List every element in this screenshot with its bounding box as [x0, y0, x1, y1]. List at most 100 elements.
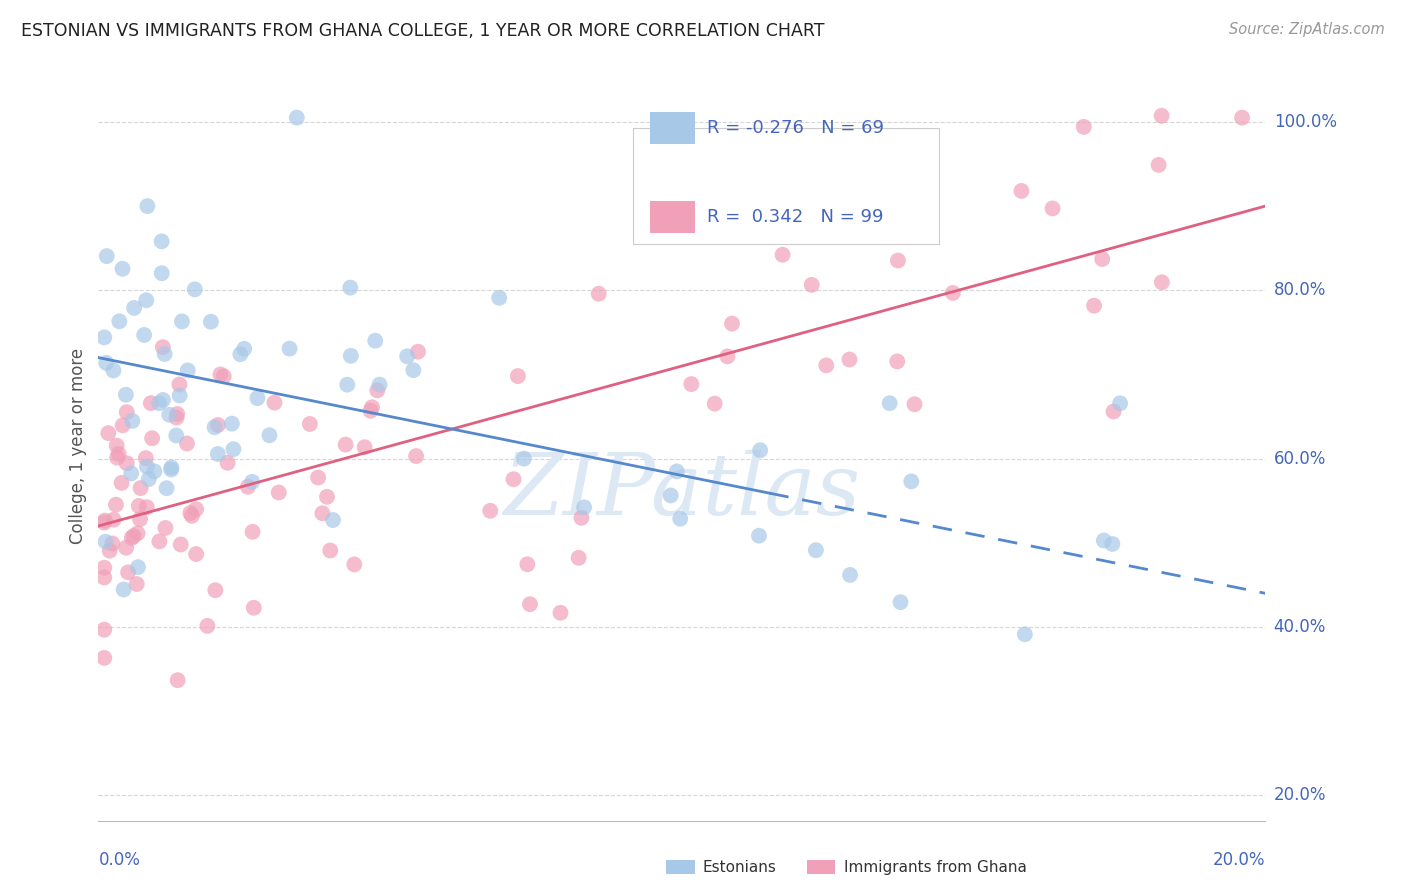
- Point: [340, 349, 363, 363]
- Text: 20.0%: 20.0%: [1213, 851, 1265, 869]
- Point: [568, 550, 591, 565]
- Point: [900, 475, 922, 489]
- Point: [204, 583, 226, 598]
- Point: [122, 301, 145, 315]
- Text: ESTONIAN VS IMMIGRANTS FROM GHANA COLLEGE, 1 YEAR OR MORE CORRELATION CHART: ESTONIAN VS IMMIGRANTS FROM GHANA COLLEG…: [21, 22, 824, 40]
- Point: [366, 384, 388, 398]
- Point: [127, 560, 149, 574]
- Point: [177, 363, 200, 377]
- Point: [665, 464, 688, 478]
- Point: [94, 534, 117, 549]
- Point: [121, 531, 143, 545]
- Point: [519, 597, 541, 611]
- Point: [115, 388, 138, 402]
- Point: [804, 543, 827, 558]
- Point: [135, 500, 157, 515]
- Text: 100.0%: 100.0%: [1274, 113, 1337, 131]
- Point: [1147, 158, 1170, 172]
- Point: [800, 277, 823, 292]
- Point: [285, 111, 308, 125]
- Point: [184, 282, 207, 296]
- Point: [1101, 537, 1123, 551]
- Point: [160, 460, 183, 475]
- Point: [103, 513, 125, 527]
- Point: [105, 450, 128, 465]
- Point: [307, 470, 329, 484]
- Point: [316, 490, 339, 504]
- Point: [107, 447, 129, 461]
- Point: [506, 369, 529, 384]
- Point: [93, 330, 115, 344]
- Point: [129, 512, 152, 526]
- Point: [488, 291, 510, 305]
- Point: [721, 317, 744, 331]
- Point: [150, 235, 173, 249]
- Point: [335, 437, 357, 451]
- Point: [120, 467, 142, 481]
- Point: [263, 395, 285, 409]
- Point: [516, 558, 538, 572]
- Point: [889, 595, 911, 609]
- Point: [278, 342, 301, 356]
- Point: [135, 451, 157, 466]
- Point: [1092, 533, 1115, 548]
- Point: [1042, 202, 1064, 216]
- Point: [121, 414, 143, 428]
- Point: [502, 472, 524, 486]
- Point: [659, 488, 682, 502]
- Point: [128, 499, 150, 513]
- Point: [152, 392, 174, 407]
- Point: [136, 199, 159, 213]
- Point: [98, 543, 121, 558]
- Point: [184, 502, 207, 516]
- Point: [749, 443, 772, 458]
- Point: [105, 439, 128, 453]
- Point: [111, 261, 134, 276]
- Point: [571, 510, 593, 524]
- Point: [184, 547, 207, 561]
- Point: [152, 340, 174, 354]
- Point: [748, 529, 770, 543]
- Point: [353, 440, 375, 454]
- Point: [221, 417, 243, 431]
- Point: [339, 280, 361, 294]
- Text: 60.0%: 60.0%: [1274, 450, 1326, 467]
- Point: [169, 388, 191, 402]
- Point: [343, 558, 366, 572]
- Point: [233, 342, 256, 356]
- Point: [311, 506, 333, 520]
- Point: [1083, 299, 1105, 313]
- Point: [96, 249, 118, 263]
- Text: Immigrants from Ghana: Immigrants from Ghana: [844, 860, 1026, 874]
- Point: [139, 396, 162, 410]
- Point: [588, 286, 610, 301]
- Point: [157, 408, 180, 422]
- Point: [104, 498, 127, 512]
- Point: [134, 328, 156, 343]
- Point: [195, 619, 218, 633]
- Text: 80.0%: 80.0%: [1274, 281, 1326, 299]
- Point: [115, 405, 138, 419]
- Point: [148, 396, 170, 410]
- Point: [1073, 120, 1095, 134]
- Point: [207, 417, 229, 432]
- Text: 0.0%: 0.0%: [98, 851, 141, 869]
- Point: [942, 285, 965, 300]
- Point: [115, 541, 138, 555]
- Point: [243, 600, 266, 615]
- Point: [572, 500, 595, 515]
- Point: [127, 526, 149, 541]
- Point: [200, 315, 222, 329]
- Point: [148, 534, 170, 549]
- Text: Estonians: Estonians: [703, 860, 778, 874]
- Point: [838, 352, 860, 367]
- Point: [298, 417, 321, 431]
- Point: [1109, 396, 1132, 410]
- Point: [322, 513, 344, 527]
- Point: [229, 347, 252, 361]
- Point: [179, 506, 201, 520]
- Point: [150, 266, 173, 280]
- Point: [479, 504, 502, 518]
- Point: [550, 606, 572, 620]
- Point: [716, 350, 738, 364]
